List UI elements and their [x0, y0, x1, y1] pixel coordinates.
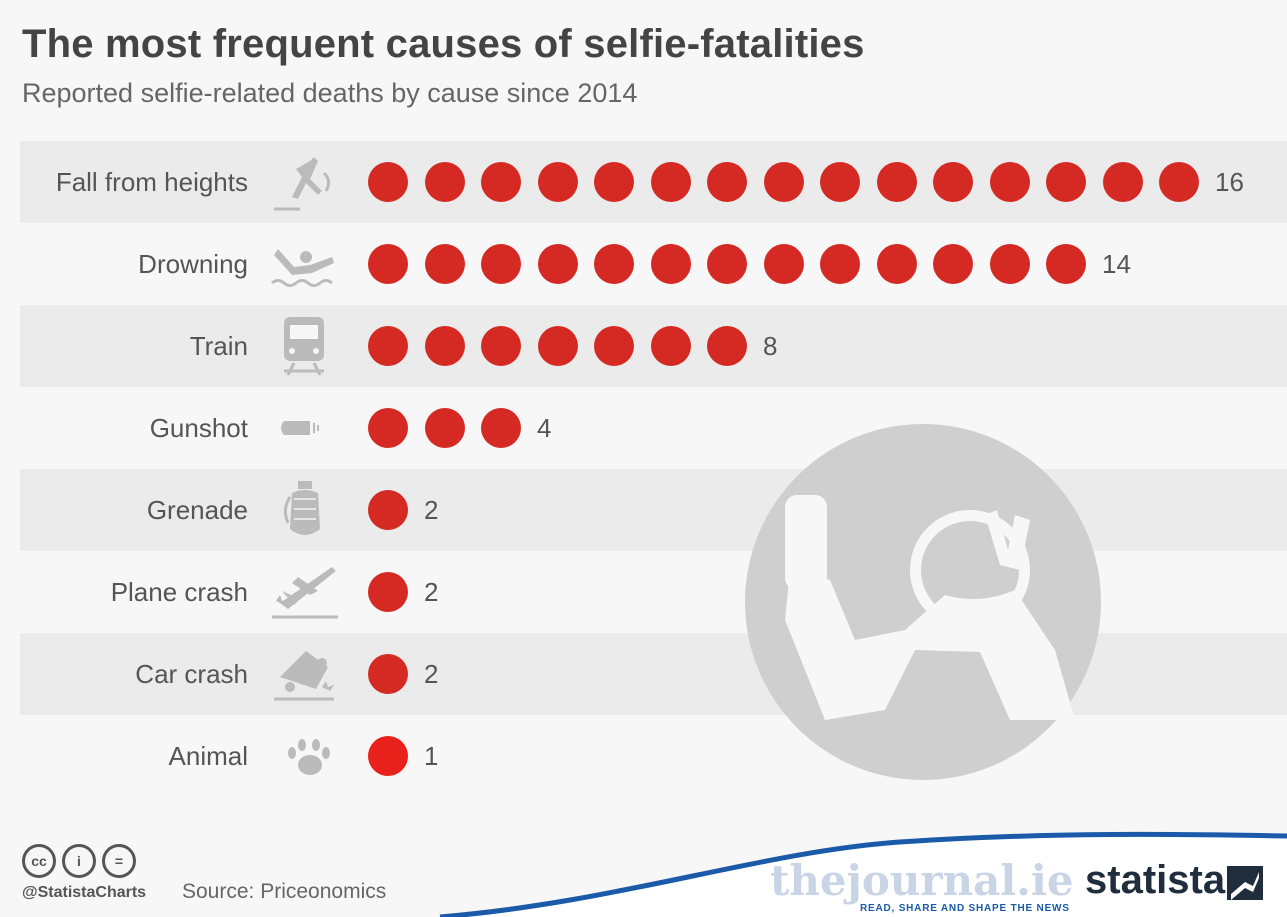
grenade-icon	[270, 479, 342, 541]
data-dot	[594, 162, 634, 202]
data-dot	[1159, 162, 1199, 202]
data-dot	[594, 244, 634, 284]
data-dot	[368, 654, 408, 694]
chart-row: Fall from heights 16	[20, 141, 1287, 223]
selfie-person-illustration	[745, 424, 1101, 780]
data-dot	[933, 162, 973, 202]
value-label: 4	[537, 413, 552, 443]
data-dot	[368, 572, 408, 612]
data-dot	[763, 162, 804, 202]
data-dot	[537, 162, 578, 202]
data-dot	[989, 162, 1030, 202]
train-icon	[270, 315, 342, 377]
value-label: 2	[424, 495, 439, 525]
category-label: Animal	[168, 741, 248, 771]
data-dot	[424, 408, 465, 448]
value-label: 8	[763, 331, 778, 361]
statista-handle: @StatistaCharts	[22, 884, 147, 901]
category-label: Gunshot	[149, 413, 248, 443]
data-dot	[707, 162, 747, 202]
data-dot	[424, 326, 465, 366]
plane-crash-icon	[270, 561, 342, 623]
data-dot	[424, 162, 465, 202]
falling-person-icon	[270, 151, 342, 213]
data-dot	[763, 244, 804, 284]
chart-row: Plane crash 2	[20, 551, 1287, 633]
data-dot	[481, 326, 521, 366]
cc-icon: cc	[22, 844, 56, 878]
value-label: 16	[1215, 167, 1244, 197]
statista-mark-icon	[1227, 866, 1263, 900]
category-label: Plane crash	[110, 577, 248, 607]
data-dot	[537, 244, 578, 284]
data-dot	[368, 736, 408, 776]
data-dot	[650, 326, 691, 366]
creative-commons-icons: cc i =	[22, 844, 136, 878]
chart-subtitle: Reported selfie-related deaths by cause …	[22, 78, 638, 108]
value-label: 1	[424, 741, 439, 771]
footer-wave	[439, 831, 1287, 917]
data-dot	[481, 408, 521, 448]
statista-logo: statista	[1085, 858, 1226, 902]
data-dot	[989, 244, 1030, 284]
source-text: Source: Priceonomics	[182, 880, 387, 903]
paw-print-icon	[270, 725, 342, 787]
data-dot	[368, 326, 408, 366]
data-dot	[481, 162, 521, 202]
no-derivatives-icon: =	[102, 844, 136, 878]
category-label: Drowning	[138, 249, 248, 279]
data-dot	[820, 162, 860, 202]
data-dot	[1102, 162, 1143, 202]
data-dot	[707, 326, 747, 366]
category-label: Grenade	[146, 495, 248, 525]
data-dot	[594, 326, 634, 366]
drowning-person-icon	[270, 233, 342, 295]
data-dot	[876, 162, 917, 202]
data-dot	[368, 244, 408, 284]
value-label: 2	[424, 659, 439, 689]
journal-logo: thejournal.ie	[770, 856, 1074, 905]
data-dot	[368, 490, 408, 530]
data-dot	[820, 244, 860, 284]
category-label: Car crash	[135, 659, 248, 689]
data-dot	[368, 408, 408, 448]
data-dot	[1046, 244, 1086, 284]
data-dot	[368, 162, 408, 202]
bullet-icon	[270, 397, 342, 459]
value-label: 14	[1102, 249, 1131, 279]
chart-row: Animal 1	[20, 715, 1287, 797]
category-label: Fall from heights	[55, 167, 248, 197]
attribution-icon: i	[62, 844, 96, 878]
category-label: Train	[189, 331, 248, 361]
journal-tagline: READ, SHARE AND SHAPE THE NEWS	[860, 903, 1070, 914]
data-dot	[650, 244, 691, 284]
car-crash-icon	[270, 643, 342, 705]
chart-row: Drowning 14	[20, 223, 1287, 305]
data-dot	[424, 244, 465, 284]
data-dot	[481, 244, 521, 284]
data-dot	[876, 244, 917, 284]
data-dot	[650, 162, 691, 202]
data-dot	[933, 244, 973, 284]
value-label: 2	[424, 577, 439, 607]
chart-row: Train 8	[20, 305, 1287, 387]
chart-title: The most frequent causes of selfie-fatal…	[22, 22, 865, 66]
chart-row: Gunshot 4	[20, 387, 1287, 469]
data-dot	[1046, 162, 1086, 202]
data-dot	[537, 326, 578, 366]
data-dot	[707, 244, 747, 284]
